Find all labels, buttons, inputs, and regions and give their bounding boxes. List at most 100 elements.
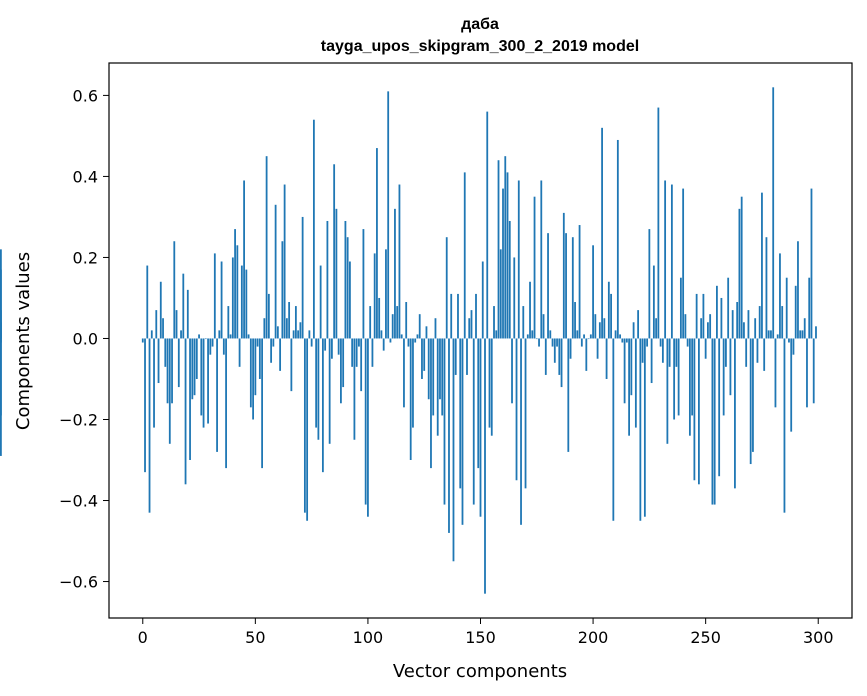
bar-282 bbox=[776, 334, 779, 339]
bar-217 bbox=[630, 338, 633, 396]
bar-182 bbox=[551, 338, 554, 347]
bar-260 bbox=[727, 277, 730, 339]
bar-218 bbox=[632, 322, 635, 339]
bar-284 bbox=[781, 306, 784, 339]
bar-35 bbox=[220, 261, 223, 339]
bar-172 bbox=[529, 281, 531, 339]
bar-19 bbox=[184, 338, 187, 485]
bar-265 bbox=[738, 208, 741, 339]
bar-297 bbox=[810, 188, 813, 339]
bar-107 bbox=[382, 338, 385, 351]
bar-59 bbox=[274, 204, 277, 339]
bar-198 bbox=[587, 338, 590, 340]
bar-25 bbox=[198, 334, 200, 339]
bar-34 bbox=[218, 330, 221, 339]
bar-33 bbox=[216, 338, 218, 452]
y-axis-label: Components values bbox=[13, 252, 34, 430]
bar-163 bbox=[508, 220, 511, 339]
bar-261 bbox=[729, 338, 732, 396]
bar-98 bbox=[362, 229, 365, 339]
bar-50 bbox=[254, 338, 257, 396]
bar-119 bbox=[409, 338, 412, 460]
bar-266 bbox=[740, 196, 743, 339]
y-tick-label: 0.2 bbox=[73, 248, 98, 267]
bar-92 bbox=[349, 261, 351, 339]
bar-185 bbox=[558, 338, 561, 375]
bar-14 bbox=[173, 241, 176, 339]
bar-79 bbox=[319, 265, 322, 339]
bar-212 bbox=[619, 334, 621, 339]
bar-93 bbox=[351, 338, 354, 367]
bar-255 bbox=[716, 285, 718, 339]
bar-287 bbox=[788, 338, 790, 343]
bar-70 bbox=[299, 322, 302, 339]
bar-127 bbox=[427, 338, 430, 400]
bar-131 bbox=[436, 338, 439, 436]
bar-55 bbox=[265, 156, 268, 339]
y-tick-label: −0.2 bbox=[59, 410, 98, 429]
bar-72 bbox=[303, 338, 306, 513]
bar-177 bbox=[540, 180, 543, 339]
bar-290 bbox=[794, 285, 797, 339]
bar-299 bbox=[815, 326, 817, 339]
bar-276 bbox=[763, 338, 766, 371]
bar-101 bbox=[369, 306, 372, 339]
bar-29 bbox=[207, 338, 209, 424]
bar-160 bbox=[502, 188, 504, 339]
plot-frame bbox=[108, 62, 853, 619]
bar-171 bbox=[526, 334, 529, 339]
bar-undefined bbox=[0, 338, 2, 456]
bar-250 bbox=[704, 338, 707, 359]
bar-157 bbox=[495, 330, 498, 339]
bar-146 bbox=[470, 310, 473, 339]
bar-268 bbox=[745, 338, 748, 367]
bar-1 bbox=[144, 338, 146, 473]
bar-115 bbox=[400, 334, 403, 339]
bar-77 bbox=[315, 338, 318, 428]
bar-239 bbox=[679, 277, 682, 339]
bar-240 bbox=[682, 188, 685, 339]
bar-243 bbox=[688, 338, 691, 436]
bar-223 bbox=[643, 338, 646, 517]
bar-90 bbox=[344, 220, 347, 339]
bar-273 bbox=[756, 338, 759, 363]
bar-219 bbox=[634, 338, 637, 428]
bar-undefined bbox=[0, 269, 2, 339]
bar-145 bbox=[468, 318, 471, 339]
bar-95 bbox=[355, 338, 358, 367]
bar-184 bbox=[556, 338, 558, 347]
bar-36 bbox=[222, 338, 225, 355]
bar-109 bbox=[387, 91, 390, 339]
bar-200 bbox=[592, 245, 594, 339]
bar-116 bbox=[403, 338, 405, 408]
bar-125 bbox=[423, 338, 426, 371]
bar-105 bbox=[378, 297, 381, 339]
bar-76 bbox=[312, 119, 315, 339]
x-tick-label: 300 bbox=[803, 628, 834, 647]
bar-174 bbox=[533, 196, 536, 339]
bar-100 bbox=[367, 338, 369, 517]
bar-81 bbox=[324, 338, 327, 351]
bar-80 bbox=[321, 338, 324, 473]
bar-216 bbox=[628, 338, 630, 436]
bar-48 bbox=[249, 338, 252, 408]
bar-128 bbox=[430, 338, 432, 469]
bar-118 bbox=[407, 338, 410, 347]
bar-82 bbox=[326, 220, 329, 339]
bar-21 bbox=[189, 338, 191, 460]
bar-10 bbox=[164, 338, 167, 367]
bar-87 bbox=[337, 338, 340, 355]
bar-120 bbox=[412, 338, 414, 428]
bar-112 bbox=[394, 208, 396, 339]
bar-258 bbox=[722, 338, 725, 416]
bar-245 bbox=[693, 338, 696, 481]
bar-242 bbox=[686, 338, 689, 347]
bar-267 bbox=[743, 322, 745, 339]
bar-61 bbox=[279, 338, 282, 371]
bar-41 bbox=[234, 229, 236, 339]
bar-158 bbox=[497, 160, 500, 339]
bar-148 bbox=[475, 293, 477, 339]
bar-291 bbox=[797, 241, 799, 339]
bar-114 bbox=[398, 184, 401, 339]
